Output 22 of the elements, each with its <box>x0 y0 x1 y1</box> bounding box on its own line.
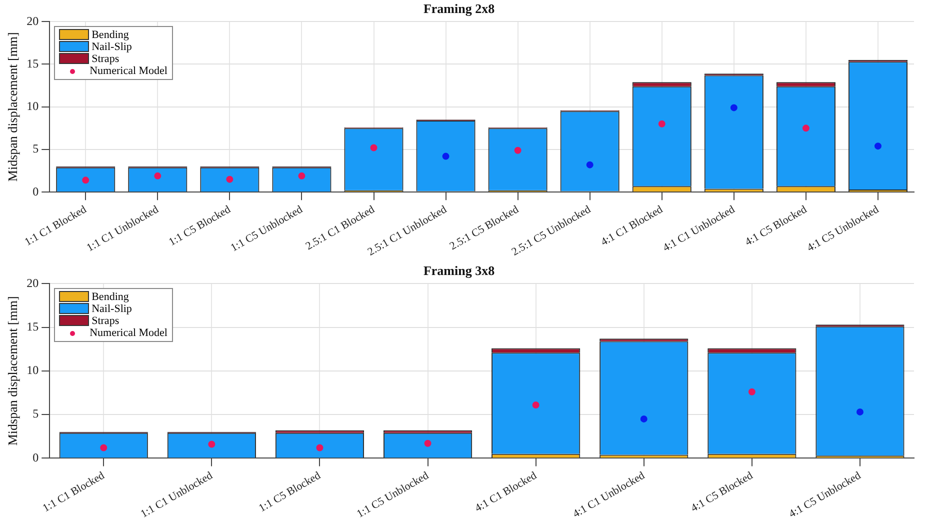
y-tick-label: 0 <box>32 450 39 464</box>
y-tick-label: 5 <box>32 142 39 156</box>
y-tick-label: 5 <box>32 406 39 421</box>
y-tick-label: 0 <box>32 184 39 198</box>
y-tick-label: 20 <box>26 276 39 290</box>
legend-label: Nail-Slip <box>92 40 132 53</box>
y-axis-title: Midspan displacement [mm] <box>5 32 20 182</box>
y-tick-label: 15 <box>26 319 39 334</box>
legend-label: Straps <box>92 314 120 327</box>
legend-label: Numerical Model <box>90 326 168 339</box>
legend-label: Bending <box>92 28 129 41</box>
legend-label: Numerical Model <box>90 64 168 77</box>
y-tick-label: 15 <box>26 56 39 70</box>
legend-label: Nail-Slip <box>92 302 132 315</box>
y-tick-label: 10 <box>26 99 39 114</box>
legend-label: Bending <box>92 290 129 303</box>
y-tick-label: 10 <box>26 363 39 378</box>
y-tick-label: 20 <box>26 14 39 28</box>
chart-title: Framing 2x8 <box>423 1 496 16</box>
chart-title: Framing 3x8 <box>423 263 496 278</box>
y-axis-title: Midspan displacement [mm] <box>5 296 20 446</box>
legend-label: Straps <box>92 52 120 65</box>
